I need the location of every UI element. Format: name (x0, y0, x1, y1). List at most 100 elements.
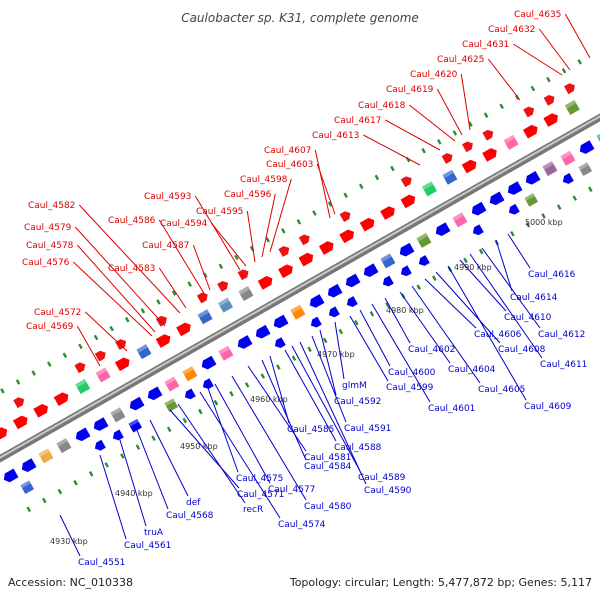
kbp-tick-label: 4940 kbp (115, 489, 153, 498)
reverse-gene-label[interactable]: Caul_4588 (334, 443, 382, 453)
forward-gene-label[interactable]: Caul_4583 (108, 264, 155, 274)
forward-gene-label[interactable]: Caul_4586 (108, 216, 156, 226)
forward-leader-line (408, 104, 456, 142)
reverse-gene-label[interactable]: Caul_4592 (334, 397, 381, 407)
track-tick (140, 308, 146, 314)
reverse-gene-label[interactable]: Caul_4561 (124, 541, 171, 551)
forward-leader-line (436, 88, 463, 136)
forward-leader-line (72, 261, 153, 337)
forward-gene-label[interactable]: Caul_4596 (224, 190, 272, 200)
reverse-gene-label[interactable]: glmM (342, 381, 367, 391)
forward-gene-arrow (523, 106, 535, 118)
forward-gene-label[interactable]: Caul_4618 (358, 101, 406, 111)
forward-gene-label[interactable]: Caul_4593 (144, 192, 191, 202)
reverse-gene-label[interactable]: Caul_4591 (344, 424, 391, 434)
reverse-gene-arrow (418, 255, 430, 266)
track-tick (436, 139, 442, 145)
track-tick (276, 364, 281, 370)
forward-feature-box (503, 134, 519, 150)
reverse-gene-arrow (327, 283, 343, 298)
track-tick (452, 130, 458, 136)
forward-feature-box (442, 169, 458, 185)
reverse-gene-label[interactable]: Caul_4584 (304, 462, 352, 472)
reverse-gene-arrow (562, 173, 574, 184)
reverse-gene-label[interactable]: Caul_4590 (364, 486, 412, 496)
reverse-gene-arrow (346, 296, 358, 307)
forward-gene-label[interactable]: Caul_4620 (410, 70, 458, 80)
track-tick (93, 334, 99, 341)
forward-feature-box (238, 286, 254, 302)
forward-gene-label[interactable]: Caul_4594 (160, 219, 208, 229)
forward-gene-arrow (359, 217, 375, 232)
reverse-gene-label[interactable]: Caul_4610 (504, 313, 552, 323)
reverse-gene-label[interactable]: Caul_4605 (478, 385, 525, 395)
reverse-gene-label[interactable]: Caul_4571 (237, 490, 284, 500)
track-tick (73, 479, 78, 486)
reverse-gene-label[interactable]: Caul_4604 (448, 365, 496, 375)
reverse-gene-arrow (129, 396, 145, 411)
forward-gene-label[interactable]: Caul_4635 (514, 10, 561, 20)
track-tick (343, 192, 348, 198)
reverse-gene-label[interactable]: Caul_4611 (540, 360, 587, 370)
reverse-gene-label[interactable]: Caul_4599 (386, 383, 434, 393)
forward-gene-label[interactable]: Caul_4632 (488, 25, 535, 35)
forward-gene-label[interactable]: Caul_4595 (196, 207, 243, 217)
forward-gene-label[interactable]: Caul_4572 (34, 308, 81, 318)
reverse-gene-label[interactable]: Caul_4585 (287, 425, 334, 435)
forward-gene-label[interactable]: Caul_4578 (26, 241, 74, 251)
reverse-gene-label[interactable]: Caul_4581 (304, 453, 351, 463)
kbp-tick-label: 4980 kbp (386, 306, 424, 315)
track-tick (478, 248, 484, 255)
reverse-feature-box (182, 366, 198, 382)
track-tick (265, 236, 270, 243)
forward-gene-arrow (217, 280, 229, 292)
reverse-gene-arrow (237, 335, 253, 349)
forward-gene-label[interactable]: Caul_4617 (334, 116, 381, 126)
reverse-gene-arrow (525, 171, 541, 185)
reverse-gene-label[interactable]: truA (144, 528, 164, 538)
forward-gene-label[interactable]: Caul_4582 (28, 201, 75, 211)
reverse-gene-arrow (93, 417, 109, 431)
reverse-gene-label[interactable]: Caul_4614 (510, 293, 558, 303)
forward-gene-label[interactable]: Caul_4613 (312, 131, 359, 141)
reverse-gene-label[interactable]: Caul_4609 (524, 402, 572, 412)
reverse-gene-label[interactable]: def (186, 498, 201, 508)
forward-gene-label[interactable]: Caul_4631 (462, 40, 509, 50)
reverse-gene-label[interactable]: Caul_4601 (428, 404, 475, 414)
forward-gene-label[interactable]: Caul_4603 (266, 160, 313, 170)
forward-gene-label[interactable]: Caul_4576 (22, 258, 70, 268)
forward-feature-box (421, 181, 438, 197)
reverse-leader-line (334, 321, 345, 380)
forward-gene-arrow (543, 113, 558, 127)
forward-gene-arrow (278, 246, 290, 257)
kbp-tick-label: 4930 kbp (50, 537, 88, 546)
reverse-gene-label[interactable]: Caul_4580 (304, 502, 352, 512)
reverse-leader-line (507, 233, 531, 269)
track-tick (104, 462, 110, 468)
reverse-gene-label[interactable]: Caul_4551 (78, 558, 125, 568)
forward-gene-label[interactable]: Caul_4569 (26, 322, 74, 332)
reverse-gene-label[interactable]: Caul_4608 (498, 345, 546, 355)
track-tick (561, 67, 567, 74)
reverse-gene-label[interactable]: Caul_4616 (528, 270, 576, 280)
forward-gene-label[interactable]: Caul_4579 (24, 223, 72, 233)
reverse-gene-label[interactable]: Caul_4574 (278, 520, 326, 530)
reverse-leader-line (269, 355, 290, 424)
forward-gene-label[interactable]: Caul_4625 (437, 55, 484, 65)
reverse-gene-label[interactable]: Caul_4606 (474, 330, 522, 340)
reverse-gene-label[interactable]: Caul_4568 (166, 511, 214, 521)
reverse-gene-label[interactable]: Caul_4612 (538, 330, 585, 340)
reverse-gene-label[interactable]: Caul_4575 (236, 474, 283, 484)
reverse-gene-label[interactable]: recR (243, 505, 263, 515)
forward-gene-label[interactable]: Caul_4598 (240, 175, 288, 185)
forward-gene-label[interactable]: Caul_4619 (386, 85, 434, 95)
track-tick (312, 210, 317, 216)
reverse-gene-arrow (472, 224, 484, 236)
track-tick (577, 59, 582, 65)
forward-gene-label[interactable]: Caul_4587 (142, 241, 189, 251)
reverse-gene-label[interactable]: Caul_4589 (358, 473, 406, 483)
reverse-gene-label[interactable]: Caul_4602 (408, 345, 455, 355)
reverse-gene-label[interactable]: Caul_4600 (388, 368, 436, 378)
reverse-gene-label[interactable]: Caul_4577 (268, 485, 315, 495)
forward-gene-label[interactable]: Caul_4607 (264, 146, 311, 156)
